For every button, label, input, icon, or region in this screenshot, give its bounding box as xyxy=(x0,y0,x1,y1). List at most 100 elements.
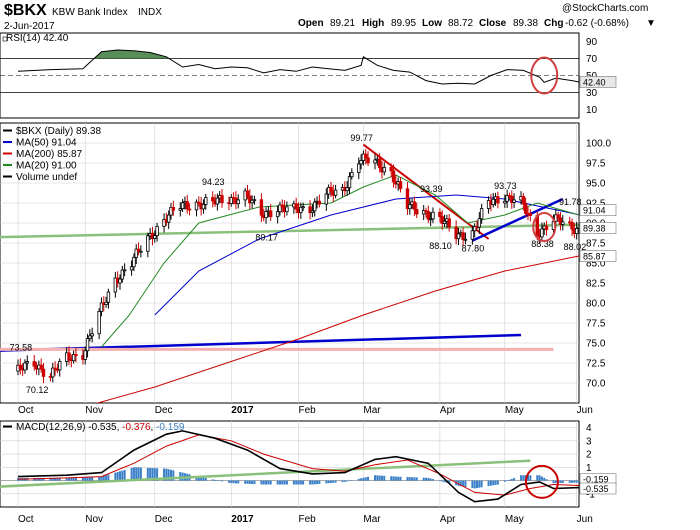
candle-body xyxy=(259,199,264,216)
macd-histogram-bar xyxy=(513,478,516,481)
macd-plot-area xyxy=(0,430,579,503)
macd-histogram-bar xyxy=(431,479,434,481)
macd-histogram-bar xyxy=(476,480,478,489)
candle-body xyxy=(90,333,94,337)
macd-histogram-bar xyxy=(135,467,138,481)
rsi-overbought-fill-group xyxy=(18,50,579,59)
price-legend-entry: MA(20) 91.00 xyxy=(16,161,77,172)
macd-histogram-bar xyxy=(151,468,154,481)
macd-tick-label: 4 xyxy=(586,423,592,434)
macd-histogram-bar xyxy=(325,480,328,484)
macd-line xyxy=(17,430,579,503)
macd-histogram-bar xyxy=(494,480,497,485)
price-legend-entry: Volume undef xyxy=(16,172,77,183)
macd-signal-line xyxy=(17,434,579,496)
close-value: 89.38 xyxy=(513,18,538,29)
macd-histogram-bar xyxy=(146,467,149,481)
chg-value: -0.62 (-0.68%) xyxy=(565,18,629,29)
candle-body xyxy=(366,157,370,164)
candle-body xyxy=(391,170,396,183)
macd-histogram-bar xyxy=(399,476,402,481)
macd-histogram-bar xyxy=(510,478,513,481)
candle-body xyxy=(324,193,329,205)
macd-histogram-bar xyxy=(295,480,298,485)
macd-histogram-bar xyxy=(211,479,214,481)
last-value-label: -0.535 xyxy=(583,484,609,494)
macd-histogram-bar xyxy=(299,480,302,485)
candle-body xyxy=(510,195,514,203)
candle-body xyxy=(155,225,159,237)
candle-body xyxy=(178,208,182,211)
macd-histogram-bar xyxy=(543,477,546,481)
macd-histogram-bar xyxy=(554,480,557,484)
macd-histogram-bar xyxy=(559,480,562,484)
price-annotation: 87.80 xyxy=(462,244,485,254)
candle-body xyxy=(294,203,298,210)
x-tick-label: Mar xyxy=(363,405,381,416)
candle-body xyxy=(454,226,458,240)
candle-body xyxy=(577,226,579,229)
candle-body xyxy=(280,204,284,208)
open-value: 89.21 xyxy=(330,18,355,29)
macd-histogram-bar xyxy=(260,480,263,485)
macd-histogram-bar xyxy=(100,476,103,481)
macd-histogram-bar xyxy=(496,480,499,485)
macd-histogram-bar xyxy=(37,477,40,481)
macd-histogram-bar xyxy=(84,477,87,481)
price-highlight-circle xyxy=(532,212,557,242)
macd-histogram-bar xyxy=(165,468,168,481)
macd-histogram-bar xyxy=(68,477,70,481)
candle-body xyxy=(74,354,78,356)
macd-histogram-bar xyxy=(309,480,312,485)
open-label: Open xyxy=(298,18,324,29)
candle-body xyxy=(308,206,312,213)
macd-histogram-bar xyxy=(204,477,207,481)
candle-body xyxy=(347,176,352,189)
rsi-tick-label: 10 xyxy=(586,105,598,116)
macd-histogram-bar xyxy=(49,477,52,481)
x-tick-label: Oct xyxy=(18,405,34,416)
last-value-label: 91.04 xyxy=(583,206,606,216)
macd-histogram-bar xyxy=(200,477,203,481)
macd-histogram-bar xyxy=(179,472,182,481)
candle-body xyxy=(398,181,403,190)
last-value-badge xyxy=(579,222,617,234)
candle-body xyxy=(470,230,475,240)
candle-body xyxy=(359,160,363,165)
macd-histogram-bar xyxy=(508,479,511,481)
last-value-badge xyxy=(579,76,617,88)
macd-histogram-bar xyxy=(540,476,543,481)
macd-histogram-bar xyxy=(506,480,509,482)
macd-histogram-bar xyxy=(40,477,43,481)
candle-body xyxy=(299,206,303,214)
macd-histogram-bar xyxy=(394,476,397,481)
macd-histogram-bar xyxy=(311,480,314,485)
y-tick-label: 70.0 xyxy=(586,379,606,390)
macd-histogram-bar xyxy=(464,480,467,487)
candle-body xyxy=(99,302,104,312)
candle-body xyxy=(415,208,419,215)
last-value-badge xyxy=(579,204,617,216)
candle-body xyxy=(496,196,500,204)
macd-histogram-bar xyxy=(536,475,539,481)
macd-histogram-bar xyxy=(163,468,166,481)
candle-body xyxy=(412,201,417,210)
macd-histogram-bar xyxy=(132,467,135,481)
macd-histogram-bar xyxy=(406,477,409,481)
candle-body xyxy=(364,153,368,159)
macd-histogram-bar xyxy=(218,480,221,482)
high-label: High xyxy=(362,18,384,29)
x-tick-label: Oct xyxy=(18,514,34,525)
candle-body xyxy=(373,159,377,164)
x-tick-label: May xyxy=(505,405,524,416)
macd-histogram-bar xyxy=(269,480,272,485)
macd-histogram-bar xyxy=(413,477,416,481)
macd-highlight-circle xyxy=(524,464,559,499)
macd-histogram-bar xyxy=(251,480,254,485)
macd-histogram-bar xyxy=(471,480,474,489)
candle-body xyxy=(310,210,315,213)
macd-histogram-bar xyxy=(561,480,564,483)
candle-body xyxy=(561,221,565,225)
macd-histogram-bar xyxy=(318,480,321,484)
candle-body xyxy=(136,248,141,252)
